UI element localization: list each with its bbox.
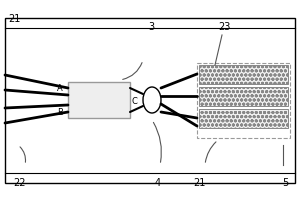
Text: 3: 3 xyxy=(148,22,154,32)
Text: 21: 21 xyxy=(8,14,20,24)
Text: A: A xyxy=(57,84,63,93)
Bar xyxy=(199,65,288,84)
Bar xyxy=(199,109,288,128)
Text: 23: 23 xyxy=(218,22,230,32)
Bar xyxy=(68,82,130,118)
Bar xyxy=(197,63,290,138)
Text: B: B xyxy=(57,108,63,117)
Text: 22: 22 xyxy=(13,178,26,188)
Text: 21: 21 xyxy=(193,178,206,188)
Text: C: C xyxy=(132,97,138,106)
Text: 4: 4 xyxy=(155,178,161,188)
Bar xyxy=(5,18,295,183)
Text: 5: 5 xyxy=(282,178,288,188)
Bar xyxy=(199,87,288,106)
